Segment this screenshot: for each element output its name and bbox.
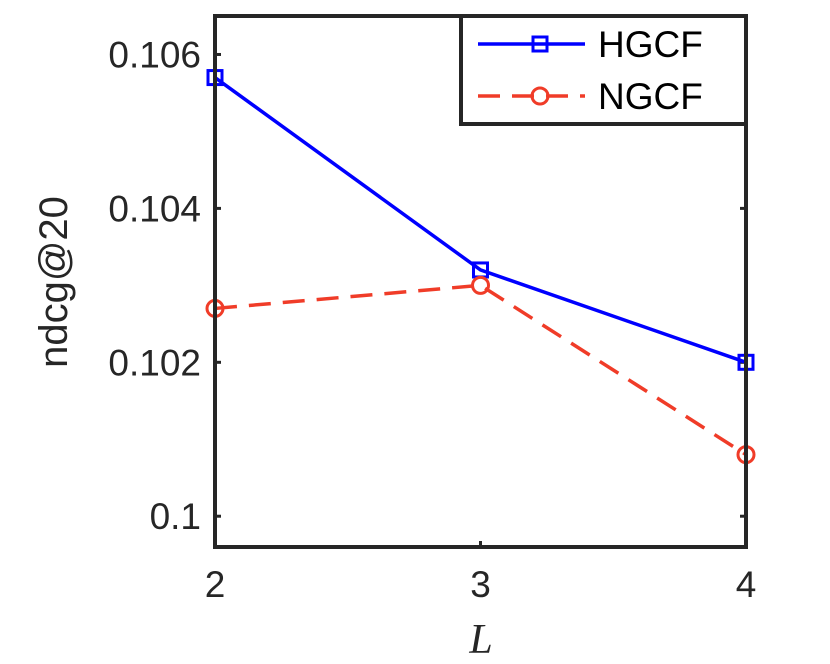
legend-label: HGCF (598, 24, 703, 65)
series-layer (205, 69, 756, 465)
legend-marker (530, 86, 550, 106)
x-axis-label: L (468, 617, 492, 663)
y-axis-label: ndcg@20 (32, 196, 76, 368)
data-point-ngcf (471, 275, 490, 295)
legend: HGCF NGCF (459, 14, 748, 126)
x-tick-label: 3 (470, 564, 491, 605)
y-tick-label: 0.106 (108, 34, 201, 75)
legend-box (459, 14, 748, 126)
legend-entry-ngcf: NGCF (478, 76, 703, 117)
y-tick-label: 0.104 (108, 188, 201, 229)
legend-marker (531, 35, 549, 53)
series-line-ngcf (214, 283, 747, 457)
tick-labels-layer: 0.1 0.102 0.104 0.106 2 3 4 (108, 34, 756, 605)
x-tick-label: 2 (205, 564, 226, 605)
legend-entry-hgcf: HGCF (478, 24, 703, 65)
series-ngcf (205, 275, 756, 465)
series-line-hgcf (213, 76, 747, 364)
y-tick-label: 0.1 (150, 496, 201, 537)
y-tick-label: 0.102 (108, 342, 201, 383)
x-tick-label: 4 (736, 564, 757, 605)
legend-label: NGCF (598, 76, 703, 117)
